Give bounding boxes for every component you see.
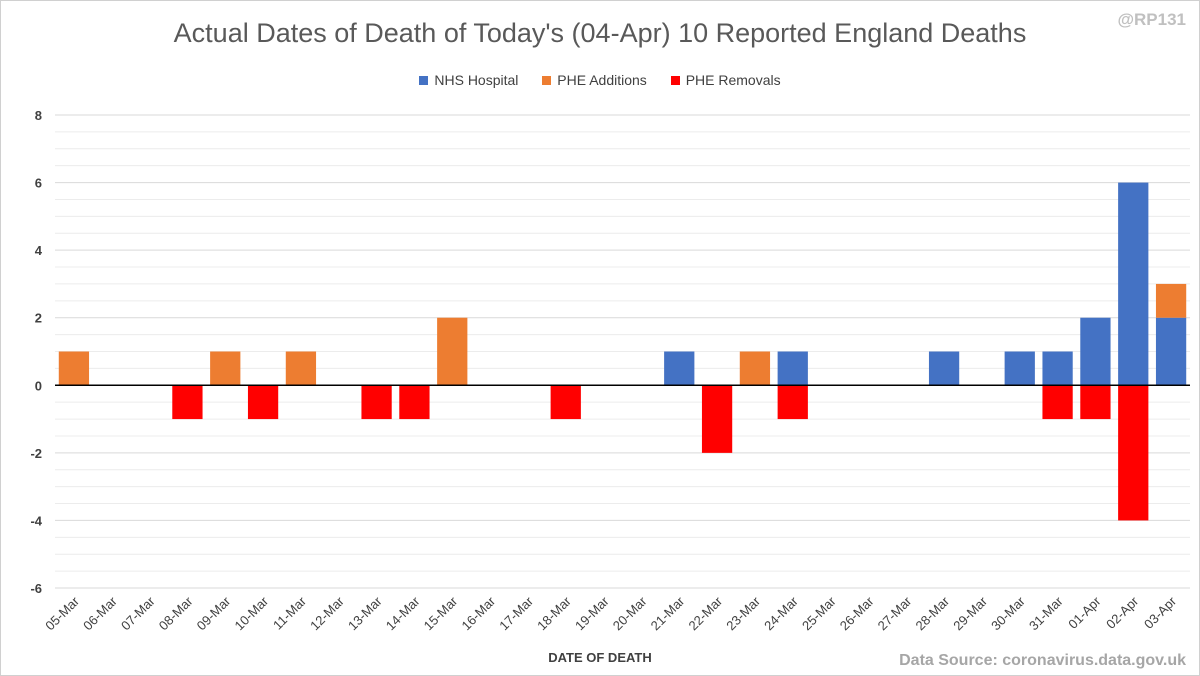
legend-item-phe-removals: PHE Removals: [670, 72, 781, 88]
x-tick-label: 24-Mar: [761, 593, 801, 633]
x-tick-label: 12-Mar: [307, 593, 347, 633]
bar-phe-removals-18-Mar: [550, 385, 581, 420]
x-tick-label: 10-Mar: [231, 593, 271, 633]
legend-label-phe-removals: PHE Removals: [685, 72, 781, 88]
x-tick-label: 06-Mar: [80, 593, 120, 633]
y-tick-label: -4: [30, 513, 42, 528]
bar-phe-additions-11-Mar: [285, 351, 317, 386]
bar-nhs-hospital-21-Mar: [664, 351, 695, 386]
bar-phe-additions-09-Mar: [210, 351, 241, 386]
x-tick-label: 25-Mar: [799, 593, 839, 633]
bar-nhs-hospital-30-Mar: [1004, 351, 1035, 386]
bar-phe-removals-08-Mar: [172, 385, 203, 420]
x-tick-label: 07-Mar: [118, 593, 158, 633]
x-tick-label: 02-Apr: [1103, 593, 1142, 632]
bar-phe-removals-01-Apr: [1080, 385, 1111, 420]
x-tick-label: 05-Mar: [42, 593, 82, 633]
bar-phe-removals-31-Mar: [1042, 385, 1073, 420]
data-source-note: Data Source: coronavirus.data.gov.uk: [899, 652, 1186, 669]
bar-nhs-hospital-24-Mar: [777, 351, 808, 386]
bar-nhs-hospital-31-Mar: [1042, 351, 1073, 386]
legend-swatch-nhs-hospital: [419, 75, 429, 85]
bar-nhs-hospital-03-Apr: [1155, 317, 1187, 386]
y-tick-label: 8: [35, 108, 42, 123]
chart-legend: NHS Hospital PHE Additions PHE Removals: [0, 72, 1200, 88]
legend-swatch-phe-removals: [670, 75, 680, 85]
chart-title: Actual Dates of Death of Today's (04-Apr…: [173, 18, 1027, 48]
bar-phe-removals-13-Mar: [361, 385, 392, 420]
x-tick-label: 21-Mar: [648, 593, 688, 633]
legend-item-phe-additions: PHE Additions: [542, 72, 647, 88]
bar-nhs-hospital-01-Apr: [1080, 317, 1111, 386]
bar-phe-additions-05-Mar: [58, 351, 90, 386]
x-axis-title: DATE OF DEATH: [548, 650, 652, 665]
bar-phe-removals-10-Mar: [247, 385, 279, 420]
x-tick-label: 23-Mar: [723, 593, 763, 633]
bar-phe-additions-23-Mar: [739, 351, 771, 386]
author-handle: @RP131: [1117, 10, 1186, 29]
x-tick-label: 28-Mar: [912, 593, 952, 633]
legend-swatch-phe-additions: [542, 75, 552, 85]
x-tick-label: 18-Mar: [534, 593, 574, 633]
y-tick-label: -6: [30, 581, 42, 596]
x-tick-label: 14-Mar: [383, 593, 423, 633]
x-tick-label: 31-Mar: [1026, 593, 1066, 633]
bar-phe-removals-14-Mar: [399, 385, 430, 420]
x-tick-label: 30-Mar: [988, 593, 1028, 633]
x-tick-label: 01-Apr: [1065, 593, 1104, 632]
bar-nhs-hospital-28-Mar: [928, 351, 960, 386]
bar-nhs-hospital-02-Apr: [1118, 182, 1149, 386]
x-tick-label: 08-Mar: [156, 593, 196, 633]
y-tick-label: -2: [30, 446, 42, 461]
x-tick-label: 11-Mar: [270, 593, 310, 633]
bar-phe-removals-24-Mar: [777, 385, 808, 420]
y-tick-label: 2: [35, 311, 42, 326]
x-tick-label: 27-Mar: [875, 593, 915, 633]
bar-phe-removals-22-Mar: [701, 385, 733, 453]
x-tick-label: 26-Mar: [837, 593, 877, 633]
legend-label-phe-additions: PHE Additions: [557, 72, 647, 88]
y-tick-label: 6: [35, 176, 42, 191]
x-tick-label: 09-Mar: [194, 593, 234, 633]
x-tick-label: 22-Mar: [685, 593, 725, 633]
legend-label-nhs-hospital: NHS Hospital: [434, 72, 519, 88]
x-tick-label: 03-Apr: [1141, 593, 1180, 632]
bar-phe-additions-03-Apr: [1155, 283, 1187, 318]
x-tick-label: 29-Mar: [950, 593, 990, 633]
x-tick-label: 20-Mar: [610, 593, 650, 633]
bar-phe-additions-15-Mar: [437, 317, 468, 386]
legend-item-nhs-hospital: NHS Hospital: [419, 72, 518, 88]
x-tick-label: 13-Mar: [345, 593, 385, 633]
y-tick-label: 0: [35, 378, 42, 393]
bar-phe-removals-02-Apr: [1118, 385, 1149, 521]
x-tick-label: 19-Mar: [572, 593, 612, 633]
x-tick-label: 16-Mar: [458, 593, 498, 633]
y-tick-label: 4: [35, 243, 43, 258]
x-tick-label: 15-Mar: [421, 593, 461, 633]
x-tick-label: 17-Mar: [496, 593, 536, 633]
